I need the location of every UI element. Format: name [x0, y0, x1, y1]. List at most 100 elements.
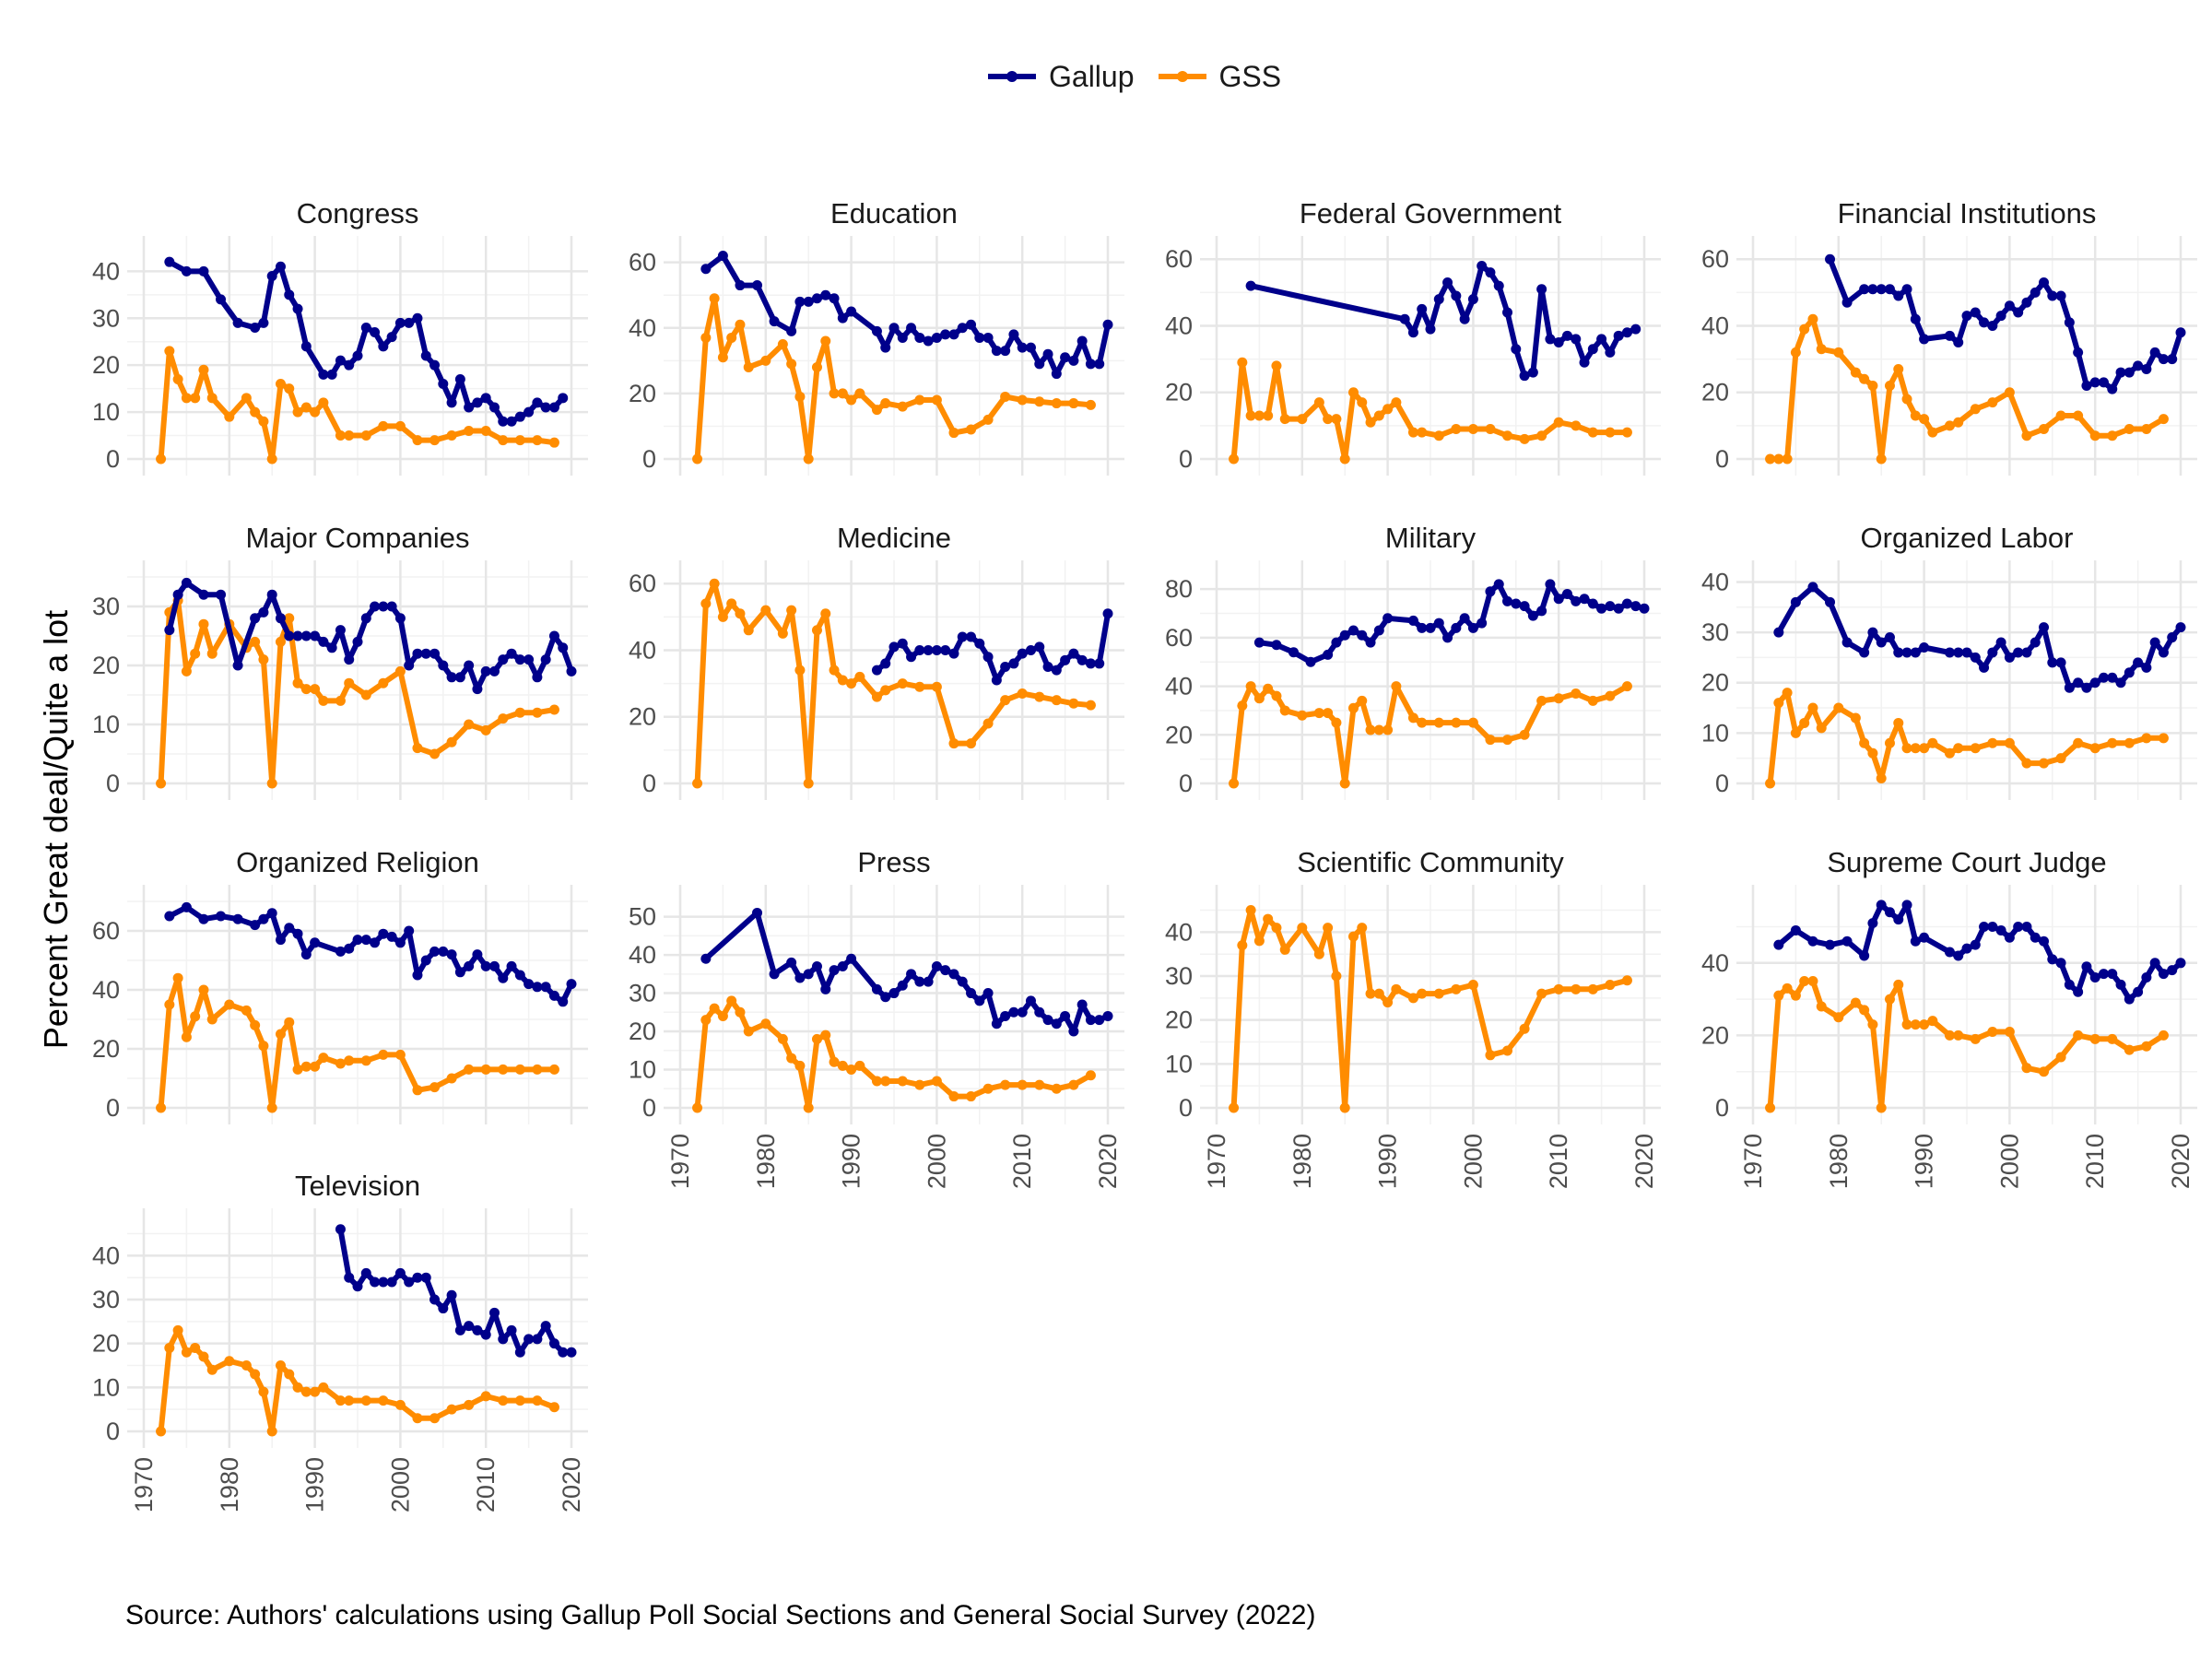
data-point-gss — [786, 359, 797, 370]
data-point-gss — [777, 339, 788, 350]
data-point-gallup — [786, 325, 797, 336]
data-point-gss — [1323, 708, 1334, 719]
data-point-gss — [1553, 417, 1564, 428]
data-point-gallup — [1451, 622, 1462, 633]
data-point-gallup — [1919, 641, 1930, 653]
y-tick-label: 20 — [1701, 669, 1729, 697]
data-point-gss — [284, 1017, 295, 1028]
x-tick-label: 1990 — [1911, 1134, 1938, 1189]
data-point-gallup — [394, 1267, 406, 1278]
data-point-gss — [709, 293, 720, 304]
data-point-gallup — [378, 341, 389, 352]
data-point-gss — [498, 1395, 509, 1406]
data-point-gallup — [1467, 622, 1478, 633]
data-point-gss — [156, 1426, 167, 1437]
data-point-gallup — [370, 601, 381, 612]
data-point-gss — [2073, 1030, 2084, 1041]
data-point-gallup — [558, 393, 569, 404]
data-point-gss — [1502, 430, 1513, 441]
x-tick-label: 1970 — [1739, 1134, 1767, 1189]
data-point-gallup — [438, 379, 449, 390]
x-tick-label: 2000 — [923, 1134, 950, 1189]
data-point-gallup — [1773, 939, 1784, 950]
series-line-gallup — [874, 610, 1111, 683]
data-point-gss — [360, 430, 371, 441]
data-point-gallup — [1571, 595, 1582, 606]
data-point-gss — [429, 435, 441, 446]
data-point-gallup — [957, 976, 968, 987]
data-point-gallup — [846, 306, 857, 317]
data-point-gallup — [1347, 625, 1359, 636]
data-point-gallup — [2064, 979, 2075, 990]
data-point-gss — [206, 1364, 218, 1375]
data-point-gallup — [1060, 1010, 1071, 1021]
data-point-gallup — [540, 654, 551, 665]
data-point-gallup — [216, 911, 227, 922]
legend-item-gss: GSS — [1157, 60, 1281, 94]
data-point-gallup — [2004, 652, 2015, 663]
data-point-gallup — [2064, 682, 2075, 693]
data-point-gallup — [1527, 610, 1538, 621]
data-point-gss — [786, 605, 797, 616]
data-point-gss — [2107, 737, 2118, 748]
data-point-gallup — [829, 293, 840, 304]
data-point-gallup — [370, 937, 381, 948]
data-point-gallup — [216, 294, 227, 305]
data-point-gallup — [1901, 284, 1912, 295]
data-point-gallup — [931, 644, 942, 655]
data-point-gss — [1085, 1070, 1096, 1081]
data-point-gallup — [284, 630, 295, 641]
data-point-gallup — [966, 988, 977, 999]
data-point-gallup — [1961, 943, 1972, 954]
data-point-gss — [258, 1386, 269, 1397]
data-point-gss — [318, 1053, 329, 1064]
data-point-gallup — [940, 329, 951, 340]
data-point-gss — [692, 453, 703, 465]
data-point-gallup — [1825, 939, 1836, 950]
data-point-gss — [1859, 737, 1870, 748]
data-point-gallup — [472, 684, 483, 695]
data-point-gallup — [1944, 947, 1955, 958]
x-tick-label: 1990 — [1374, 1134, 1402, 1189]
data-point-gallup — [2021, 297, 2032, 308]
x-tick-label: 2000 — [386, 1457, 414, 1512]
data-point-gallup — [931, 332, 942, 343]
data-point-gallup — [284, 923, 295, 934]
data-point-gallup — [446, 949, 457, 960]
data-point-gallup — [1068, 1026, 1079, 1037]
data-point-gss — [1944, 420, 1955, 431]
data-point-gss — [1901, 1019, 1912, 1030]
data-point-gss — [394, 420, 406, 431]
data-point-gallup — [1102, 608, 1113, 619]
data-point-gallup — [1477, 618, 1488, 629]
data-point-gss — [1000, 695, 1011, 706]
data-point-gallup — [464, 660, 475, 671]
data-point-gallup — [1305, 656, 1316, 667]
data-point-gallup — [412, 312, 423, 324]
data-point-gss — [532, 435, 543, 446]
data-point-gss — [1953, 1030, 1964, 1041]
data-point-gss — [1519, 729, 1530, 740]
y-tick-label: 0 — [642, 770, 656, 797]
data-point-gallup — [2089, 677, 2100, 688]
data-point-gallup — [1085, 1015, 1096, 1026]
data-point-gallup — [1000, 662, 1011, 673]
data-point-gss — [1451, 717, 1462, 728]
y-tick-label: 40 — [1165, 312, 1193, 339]
data-point-gss — [514, 707, 525, 718]
data-point-gallup — [1859, 950, 1870, 961]
data-point-gallup — [2013, 307, 2024, 318]
data-point-gallup — [181, 901, 192, 912]
y-tick-label: 20 — [92, 1035, 120, 1063]
data-point-gallup — [1545, 579, 1556, 590]
data-point-gallup — [524, 979, 535, 990]
data-point-gss — [1816, 723, 1827, 734]
data-point-gallup — [250, 613, 261, 624]
data-point-gallup — [352, 1281, 363, 1292]
data-point-gallup — [1979, 922, 1990, 933]
data-point-gallup — [266, 589, 277, 600]
data-point-gallup — [2004, 932, 2015, 943]
data-point-gss — [1519, 1023, 1530, 1034]
data-point-gallup — [1051, 665, 1062, 676]
data-point-gss — [1017, 688, 1028, 699]
